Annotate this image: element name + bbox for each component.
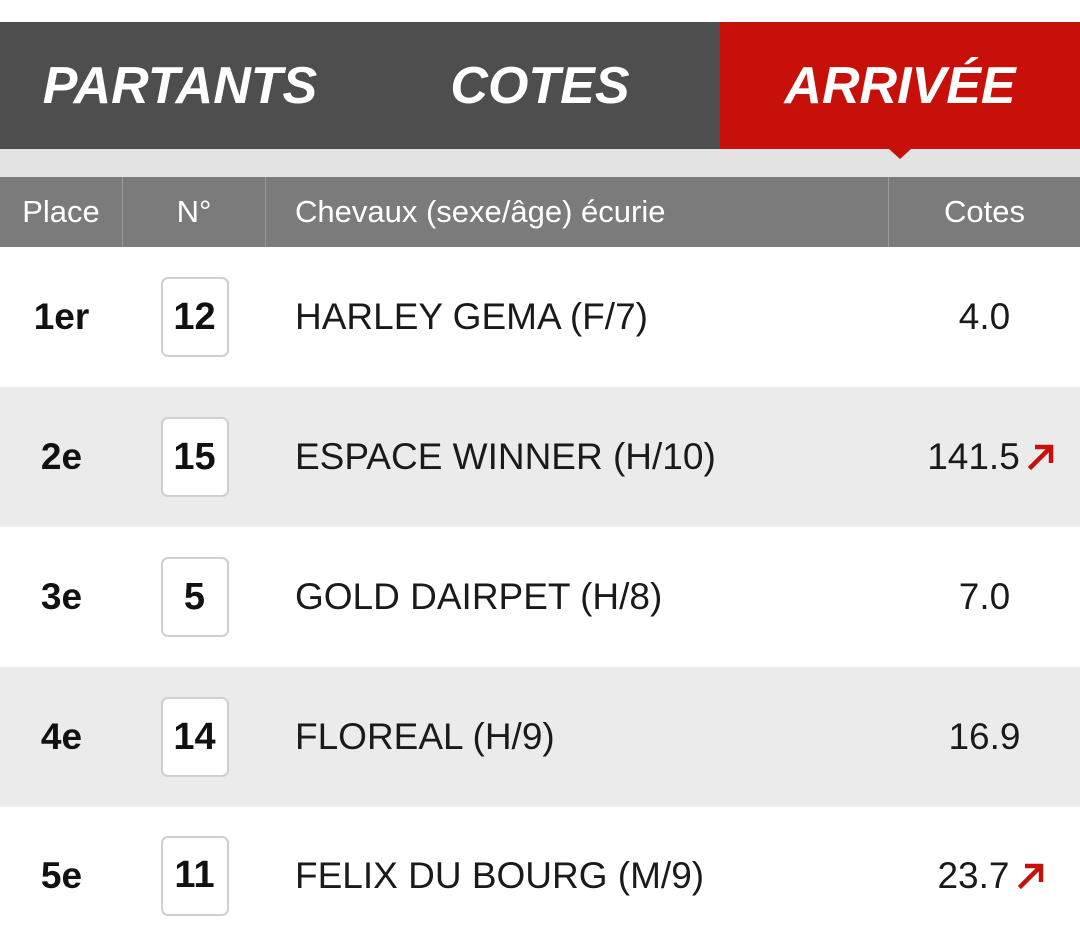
odds-cell: 7.0 [889, 527, 1080, 667]
number-cell: 14 [123, 667, 266, 807]
header-number: N° [123, 177, 266, 247]
odds-value: 141.5 [927, 436, 1020, 477]
table-header: Place N° Chevaux (sexe/âge) écurie Cotes [0, 177, 1080, 247]
header-horse: Chevaux (sexe/âge) écurie [266, 177, 889, 247]
header-place: Place [0, 177, 123, 247]
place-cell: 5e [0, 807, 123, 944]
horse-cell: FELIX DU BOURG (M/9) [266, 807, 889, 944]
tab-spacer [0, 149, 1080, 177]
horse-name: FELIX DU BOURG (M/9) [295, 854, 705, 896]
odds-value: 4.0 [958, 296, 1011, 337]
horse-number-badge: 5 [160, 557, 229, 637]
horse-cell: ESPACE WINNER (H/10) [266, 387, 889, 527]
up-arrow-icon [1017, 863, 1043, 889]
horse-name: FLOREAL (H/9) [295, 716, 555, 757]
odds-cell: 16.9 [889, 667, 1080, 807]
horse-number-badge: 12 [160, 277, 229, 357]
number-cell: 5 [123, 527, 266, 667]
place-cell: 1er [0, 247, 123, 387]
horse-number-badge: 15 [160, 417, 229, 497]
odds-value: 7.0 [958, 576, 1011, 617]
up-arrow-icon [1027, 444, 1054, 471]
results-table-body: 1er 12 HARLEY GEMA (F/7) 4.0 2e 15 ESPAC… [0, 247, 1080, 944]
place-label: 3e [40, 576, 83, 617]
table-row[interactable]: 4e 14 FLOREAL (H/9) 16.9 [0, 667, 1080, 807]
horse-name: HARLEY GEMA (F/7) [295, 296, 648, 337]
horse-name: GOLD DAIRPET (H/8) [295, 576, 663, 617]
horse-cell: HARLEY GEMA (F/7) [266, 247, 889, 387]
odds-cell: 23.7 [889, 807, 1080, 944]
number-cell: 12 [123, 247, 266, 387]
horse-cell: FLOREAL (H/9) [266, 667, 889, 807]
place-label: 1er [33, 296, 90, 337]
active-tab-pointer [889, 149, 911, 159]
odds-value: 23.7 [937, 854, 1010, 896]
odds-cell: 141.5 [889, 387, 1080, 527]
horse-number-badge: 11 [160, 835, 229, 916]
place-cell: 2e [0, 387, 123, 527]
horse-name: ESPACE WINNER (H/10) [295, 436, 716, 477]
tab-arrivee-label: ARRIVÉE [784, 56, 1016, 115]
header-odds: Cotes [944, 194, 1025, 229]
tab-arrivee[interactable]: ARRIVÉE [720, 22, 1080, 159]
horse-cell: GOLD DAIRPET (H/8) [266, 527, 889, 667]
odds-cell: 4.0 [889, 247, 1080, 387]
table-row[interactable]: 1er 12 HARLEY GEMA (F/7) 4.0 [0, 247, 1080, 387]
odds-value: 16.9 [948, 716, 1021, 757]
top-strip [0, 0, 1080, 22]
table-row[interactable]: 3e 5 GOLD DAIRPET (H/8) 7.0 [0, 527, 1080, 667]
tab-partants[interactable]: PARTANTS [42, 56, 318, 115]
table-row[interactable]: 2e 15 ESPACE WINNER (H/10) 141.5 [0, 387, 1080, 527]
place-label: 4e [40, 716, 83, 757]
tab-bar: PARTANTS COTES ARRIVÉE [0, 22, 1080, 159]
place-label: 5e [40, 854, 83, 896]
place-cell: 4e [0, 667, 123, 807]
place-label: 2e [40, 436, 83, 477]
number-cell: 15 [123, 387, 266, 527]
tab-cotes[interactable]: COTES [450, 56, 630, 115]
place-cell: 3e [0, 527, 123, 667]
table-row[interactable]: 5e 11 FELIX DU BOURG (M/9) 23.7 [0, 807, 1080, 944]
number-cell: 11 [123, 807, 266, 944]
horse-number-badge: 14 [160, 697, 229, 777]
